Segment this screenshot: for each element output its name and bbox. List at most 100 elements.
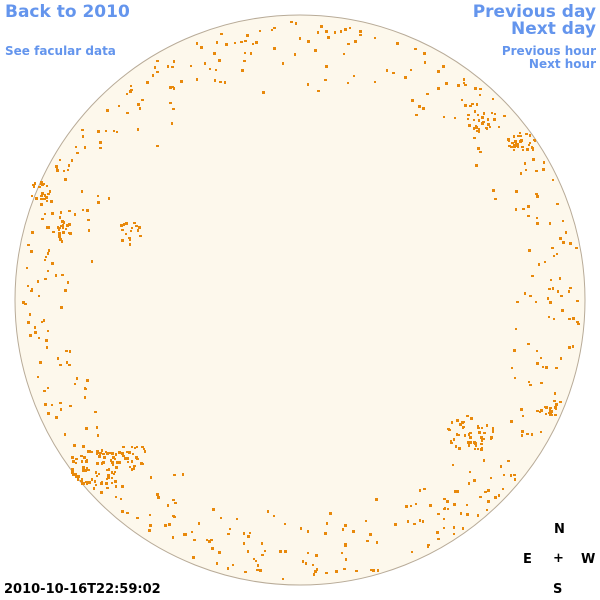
previous-hour-link[interactable]: Previous hour bbox=[501, 44, 596, 58]
facula-spot bbox=[464, 434, 466, 437]
facula-spot bbox=[173, 516, 176, 518]
facula-spot bbox=[535, 301, 537, 303]
facula-spot bbox=[415, 503, 417, 505]
facula-spot bbox=[85, 481, 88, 483]
facula-spot bbox=[130, 85, 132, 87]
facula-spot bbox=[483, 438, 485, 440]
facula-spot bbox=[46, 200, 48, 202]
facula-spot bbox=[284, 523, 286, 525]
facula-spot bbox=[498, 126, 500, 128]
facula-spot bbox=[121, 239, 124, 242]
facula-spot bbox=[576, 300, 579, 302]
facula-spot bbox=[427, 544, 430, 546]
facula-spot bbox=[445, 82, 448, 85]
facula-spot bbox=[256, 569, 259, 571]
facula-spot bbox=[476, 103, 478, 106]
facula-spot bbox=[307, 530, 309, 533]
facula-spot bbox=[542, 168, 545, 171]
facula-spot bbox=[224, 81, 226, 84]
facula-spot bbox=[302, 560, 304, 563]
facula-spot bbox=[477, 427, 480, 429]
facula-spot bbox=[517, 135, 520, 137]
facula-spot bbox=[99, 147, 102, 149]
facula-spot bbox=[180, 80, 183, 83]
facula-spot bbox=[113, 473, 115, 475]
next-day-link[interactable]: Next day bbox=[511, 19, 596, 39]
facula-spot bbox=[44, 213, 46, 215]
facula-spot bbox=[46, 346, 48, 349]
facula-spot bbox=[347, 43, 350, 45]
facula-spot bbox=[102, 453, 105, 455]
facula-spot bbox=[255, 41, 258, 44]
facula-spot bbox=[486, 424, 488, 427]
facula-spot bbox=[463, 421, 465, 423]
facula-spot bbox=[108, 197, 110, 200]
facula-spot bbox=[71, 456, 74, 459]
facula-spot bbox=[352, 530, 355, 533]
facula-spot bbox=[442, 65, 445, 68]
facula-spot bbox=[172, 86, 174, 88]
back-to-year-link[interactable]: Back to 2010 bbox=[5, 2, 130, 22]
facula-spot bbox=[84, 396, 86, 399]
facula-spot bbox=[359, 30, 362, 33]
facular-spots bbox=[22, 21, 580, 580]
facula-spot bbox=[135, 225, 138, 227]
facula-spot bbox=[307, 552, 309, 554]
facula-spot bbox=[105, 482, 108, 485]
facula-spot bbox=[67, 169, 69, 171]
facula-spot bbox=[359, 34, 362, 36]
facula-spot bbox=[576, 321, 579, 323]
facula-spot bbox=[229, 528, 231, 530]
previous-day-link[interactable]: Previous day bbox=[472, 2, 596, 22]
facula-spot bbox=[98, 473, 100, 475]
facula-spot bbox=[72, 473, 74, 476]
facula-spot bbox=[61, 240, 63, 243]
facula-spot bbox=[474, 87, 477, 90]
facula-spot bbox=[307, 40, 310, 43]
facula-spot bbox=[477, 448, 479, 450]
facula-spot bbox=[65, 350, 68, 352]
facula-spot bbox=[546, 407, 548, 409]
facula-spot bbox=[516, 301, 519, 303]
facula-spot bbox=[492, 430, 494, 433]
facula-spot bbox=[478, 130, 480, 133]
facula-spot bbox=[466, 415, 469, 417]
facula-spot bbox=[575, 247, 578, 249]
facula-spot bbox=[453, 503, 456, 506]
facula-spot bbox=[156, 145, 159, 147]
facula-spot bbox=[34, 182, 36, 185]
facula-spot bbox=[120, 224, 123, 227]
facula-spot bbox=[569, 287, 572, 289]
facula-spot bbox=[31, 288, 33, 290]
facula-spot bbox=[93, 487, 95, 490]
facula-spot bbox=[249, 532, 251, 534]
facula-spot bbox=[24, 303, 27, 305]
facula-spot bbox=[110, 459, 112, 462]
next-hour-link[interactable]: Next hour bbox=[528, 57, 596, 71]
facula-spot bbox=[60, 306, 63, 309]
facula-spot bbox=[494, 113, 496, 115]
facula-spot bbox=[468, 124, 471, 127]
facula-spot bbox=[111, 452, 114, 455]
facula-spot bbox=[143, 448, 145, 450]
facula-spot bbox=[493, 118, 496, 121]
facula-spot bbox=[273, 47, 276, 50]
facula-spot bbox=[484, 491, 487, 493]
facula-spot bbox=[106, 487, 109, 489]
observation-timestamp: 2010-10-16T22:59:02 bbox=[4, 582, 161, 597]
facula-spot bbox=[374, 81, 376, 83]
facula-spot bbox=[481, 447, 483, 450]
facula-spot bbox=[305, 562, 307, 565]
facula-spot bbox=[81, 190, 83, 193]
facula-spot bbox=[40, 181, 43, 184]
facula-spot bbox=[474, 111, 476, 113]
facula-spot bbox=[97, 201, 100, 204]
facula-spot bbox=[549, 410, 552, 412]
see-facular-data-link[interactable]: See facular data bbox=[5, 44, 116, 58]
facula-spot bbox=[344, 524, 347, 527]
facula-spot bbox=[71, 471, 74, 474]
facula-spot bbox=[38, 186, 41, 188]
facula-spot bbox=[80, 480, 83, 482]
facula-spot bbox=[72, 460, 75, 463]
